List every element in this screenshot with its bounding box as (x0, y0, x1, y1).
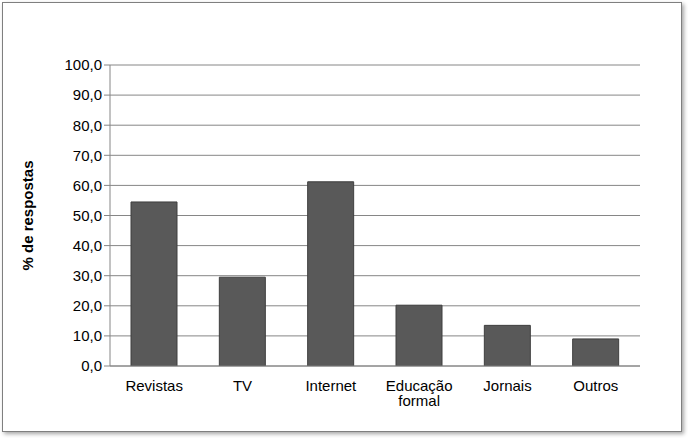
svg-text:Outros: Outros (573, 377, 618, 394)
svg-text:20,0: 20,0 (73, 297, 102, 314)
svg-text:50,0: 50,0 (73, 207, 102, 224)
svg-text:30,0: 30,0 (73, 267, 102, 284)
svg-text:% de respostas: % de respostas (19, 160, 36, 270)
svg-text:Educaçãoformal: Educaçãoformal (386, 377, 453, 409)
svg-text:90,0: 90,0 (73, 86, 102, 103)
svg-text:Jornais: Jornais (483, 377, 531, 394)
svg-text:Internet: Internet (305, 377, 357, 394)
svg-text:100,0: 100,0 (64, 56, 102, 73)
svg-text:Revistas: Revistas (125, 377, 183, 394)
svg-text:60,0: 60,0 (73, 177, 102, 194)
svg-text:40,0: 40,0 (73, 237, 102, 254)
svg-text:70,0: 70,0 (73, 147, 102, 164)
svg-text:10,0: 10,0 (73, 327, 102, 344)
svg-text:TV: TV (233, 377, 252, 394)
svg-text:80,0: 80,0 (73, 117, 102, 134)
svg-text:0,0: 0,0 (81, 357, 102, 374)
